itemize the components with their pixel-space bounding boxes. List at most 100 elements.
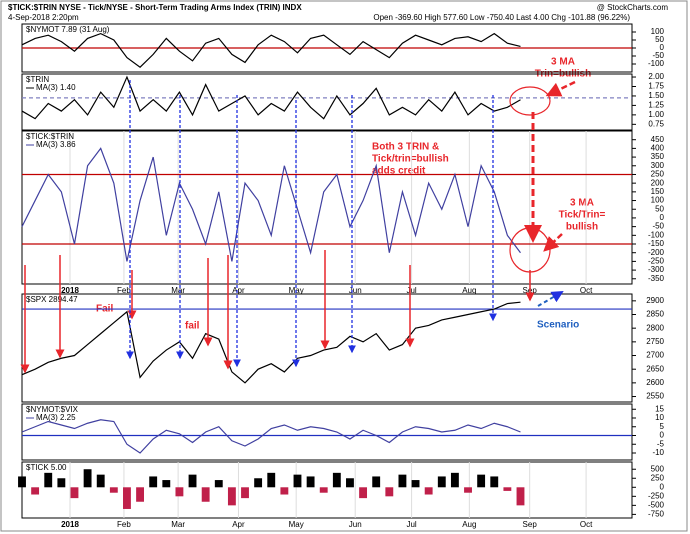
highlight-circle [509,227,551,273]
x-tick-label: Feb [117,286,131,295]
x-tick-label: Sep [523,520,538,529]
bar [214,480,223,488]
bar [280,487,289,495]
y-tick-label: 0.75 [648,119,664,128]
y-tick-label: 2.00 [648,72,664,81]
bar [293,474,302,488]
line [21,32,521,68]
y-tick-label: 15 [655,404,664,413]
bar [201,487,210,502]
bar [44,472,53,488]
bar [31,487,40,495]
bar [464,487,472,493]
panel [21,461,633,519]
x-tick-label: 2018 [61,286,79,295]
y-tick-label: 400 [651,143,665,152]
bar [57,478,66,488]
legend-label: MA(3) 1.40 [36,83,76,92]
y-tick-label: -250 [648,257,665,266]
x-tick-label: Apr [232,520,245,529]
y-tick-label: -750 [648,509,665,518]
date: 4-Sep-2018 2:20pm [8,13,79,22]
bar [346,478,354,488]
y-tick-label: 1.75 [648,82,664,91]
annotation: Tick/Trin= [559,210,606,221]
bar [123,487,131,509]
bar [227,487,236,506]
x-tick-label: Jul [406,520,416,529]
y-tick-label: 1.50 [648,91,664,100]
panel-title: $NYMOT:$VIX [26,405,79,414]
bar [332,472,341,488]
y-tick-label: 2700 [646,351,664,360]
y-tick-label: 2750 [646,337,664,346]
line [21,75,521,120]
bar [188,474,197,488]
y-tick-label: 150 [651,187,665,196]
annotation: 3 MA [570,198,594,209]
y-tick-label: 250 [651,473,665,482]
panel-title: $TICK 5.00 [26,463,67,472]
y-tick-label: 2800 [646,323,664,332]
x-tick-label: Aug [462,520,476,529]
x-tick-label: Feb [117,520,131,529]
y-tick-label: 0 [660,213,665,222]
arrow [545,80,576,97]
y-tick-label: -250 [648,491,665,500]
y-tick-label: -100 [648,230,665,239]
y-tick-label: 350 [651,152,665,161]
y-tick-label: 0 [660,431,665,440]
y-tick-label: -200 [648,248,665,257]
y-tick-label: 0 [660,482,665,491]
bar [267,472,276,488]
highlight-circle [509,86,551,116]
x-tick-label: Jun [349,286,362,295]
x-tick-label: Oct [580,286,593,295]
bar [109,487,118,493]
legend-label: MA(3) 3.86 [36,140,76,149]
bar [359,487,368,499]
bar [149,476,158,488]
y-tick-label: 1.25 [648,101,664,110]
y-tick-label: 2550 [646,392,664,401]
panel-title: $NYMOT 7.89 (31 Aug) [26,25,110,34]
x-tick-label: May [289,520,304,529]
panel-title: $TRIN [26,75,49,84]
y-tick-label: 5 [660,422,665,431]
x-tick-label: Mar [171,286,185,295]
y-tick-label: -10 [652,448,664,457]
annotation: adds credit [372,166,426,177]
bar [96,474,105,488]
bar [83,469,92,488]
bar [319,487,328,493]
bar [503,487,512,491]
bar [70,487,79,499]
bar [477,474,486,488]
bar [372,476,381,488]
y-tick-label: 450 [651,135,665,144]
y-tick-label: -50 [652,222,664,231]
y-tick-label: 2600 [646,378,664,387]
annotation: bullish [566,222,598,233]
annotation: 3 MA [551,57,575,68]
x-tick-label: 2018 [61,520,79,529]
quote: Open -369.60 High 577.60 Low -750.40 Las… [373,13,630,22]
panel [21,73,633,131]
y-tick-label: -50 [652,51,664,60]
bar [411,480,420,488]
panel [21,130,633,285]
y-tick-label: 500 [651,464,665,473]
y-tick-label: 2850 [646,310,664,319]
y-tick-label: 250 [651,170,665,179]
panel-title: $TICK:$TRIN [26,132,74,141]
x-tick-label: Aug [462,286,476,295]
arrow [543,233,563,252]
y-tick-label: 50 [655,35,664,44]
bar [241,487,249,499]
bar [162,480,171,488]
credit: @ StockCharts.com [597,3,669,12]
annotation: Scenario [537,320,579,331]
annotation: fail [185,321,200,332]
